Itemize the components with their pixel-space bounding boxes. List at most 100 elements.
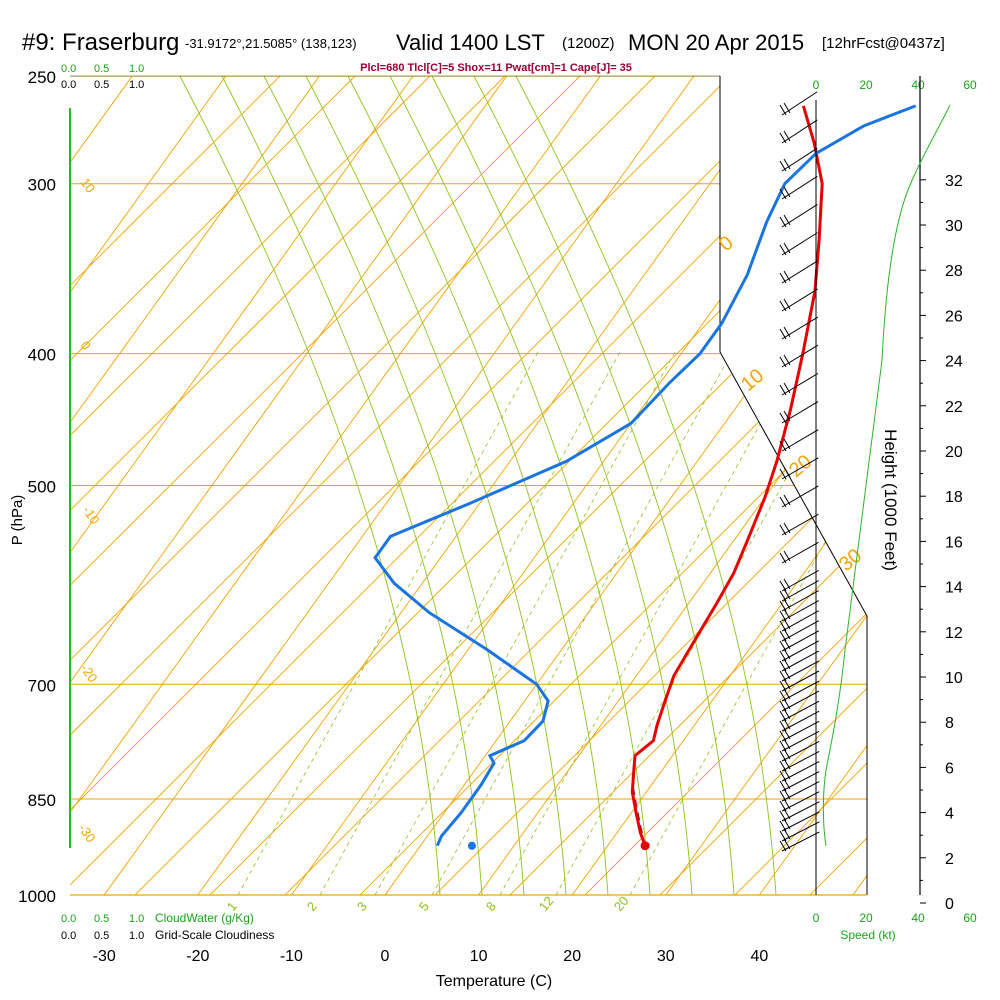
isotherm-line [103,76,695,895]
wind-barb-feather [779,770,787,782]
wind-barb-feather [783,618,791,630]
cloudwater-tick-bottom: 0.0 [61,913,76,925]
forecast-info: [12hrFcst@0437z] [822,35,945,52]
moist-adiabat-line [431,76,693,895]
wind-barb-staff [781,630,820,652]
dry-adiabat-line [284,76,867,895]
wind-barb-feather [779,440,787,452]
isotherm-line [571,76,867,895]
valid-time: Valid 1400 LST [396,30,545,55]
wind-barb-feather [783,788,791,800]
dry-adiabat-line [70,76,581,895]
wind-barb-feather [783,708,791,720]
mixing-ratio-label: 8 [483,899,499,914]
moist-adiabat-line [179,76,441,895]
wind-barb-feather [779,650,787,662]
isotherm-line [665,76,867,895]
wind-barb-feather [783,186,791,198]
wind-barb-staff [781,680,820,702]
wind-barb-staff [781,119,818,144]
wind-barb-staff [781,720,820,742]
wind-barb-staff [781,232,818,256]
wind-barb-staff [781,590,819,612]
wind-barb-staff [781,260,818,284]
wind-barb-staff [781,710,820,732]
height-tick-label: 10 [945,670,963,687]
height-tick-label: 8 [945,715,954,732]
height-axis-label: Height (1000 Feet) [881,429,900,571]
speed-tick-bottom: 40 [911,911,925,925]
wind-barb-feather [779,640,787,652]
wind-barb-feather [783,608,791,620]
wind-barb-feather [783,466,791,478]
wind-barb-staff [781,811,820,832]
dry-adiabat-line [885,76,1000,895]
mixing-ratio-label: 12 [536,893,557,914]
frame-diagonal [719,351,868,617]
wind-barb-staff [781,204,818,228]
wind-barb-feather [779,600,787,612]
wind-barb-feather [783,738,791,750]
wind-barb-feather [779,328,787,340]
wind-barb-feather [783,270,791,282]
height-tick-label: 26 [945,308,963,325]
isotherm-line [478,76,867,895]
moist-adiabat-line [221,76,483,895]
mixing-ratio-line [499,351,801,895]
mixing-ratio-line [431,351,733,895]
height-tick-label: 32 [945,173,963,190]
isotherm-line [70,76,601,895]
wind-barb-staff [781,610,819,632]
wind-barb-feather [783,578,791,590]
cloud-ticks-bottom: 0.0 0.5 1.0 CloudWater (g/Kg) 0.0 0.5 1.… [61,911,274,942]
wind-barb-staff [781,791,820,812]
wind-barb-feather [779,412,787,424]
wind-barb-feather [779,468,787,480]
wind-barb-staff [781,316,819,340]
wind-barb-feather [783,588,791,600]
cloudiness-tick-bottom: 1.0 [129,930,144,942]
speed-tick-top: 60 [963,78,977,92]
wind-barb-staff [781,700,820,722]
cloudwater-tick-top: 1.0 [129,63,144,75]
height-tick-label: 22 [945,399,963,416]
wind-barb-feather [779,660,787,672]
wind-barb-feather [783,522,791,534]
wind-barbs [779,91,820,852]
wind-barb-feather [779,670,787,682]
speed-tick-top: 40 [911,78,925,92]
wind-barb-feather [783,838,791,850]
height-tick-label: 4 [945,806,954,823]
temperature-tick-label: -10 [280,948,303,965]
isotherm-line [70,76,320,895]
moist-adiabat-line [305,76,567,895]
wind-barb-feather [783,438,791,450]
height-tick-label: 16 [945,534,963,551]
wind-barb-feather [779,620,787,632]
wind-barb-staff [781,751,820,772]
isotherm-label: 30 [835,545,866,576]
moist-adiabat-line [515,76,777,895]
isotherm-line [759,76,867,895]
wind-barb-feather [779,750,787,762]
dry-adiabat-line [960,76,1000,895]
cloudiness-tick-top: 0.0 [61,79,76,91]
wind-barb-feather [779,760,787,772]
isotherm-label: 0 [715,232,738,256]
mixing-ratio-line [237,351,539,895]
height-tick-label: 24 [945,354,963,371]
wind-barb-feather [779,710,787,722]
wind-barb-staff [781,640,820,662]
wind-barb-feather [783,748,791,760]
wind-barb-feather [783,638,791,650]
wind-barb-staff [781,801,820,822]
temperature-tick-label: 0 [381,948,390,965]
wind-barb-staff [781,485,819,508]
speed-label: Speed (kt) [840,928,895,942]
wind-barb-staff [781,690,820,712]
wind-barb-staff [781,761,820,782]
wind-barb-feather [783,354,791,366]
height-tick-label: 6 [945,760,954,777]
